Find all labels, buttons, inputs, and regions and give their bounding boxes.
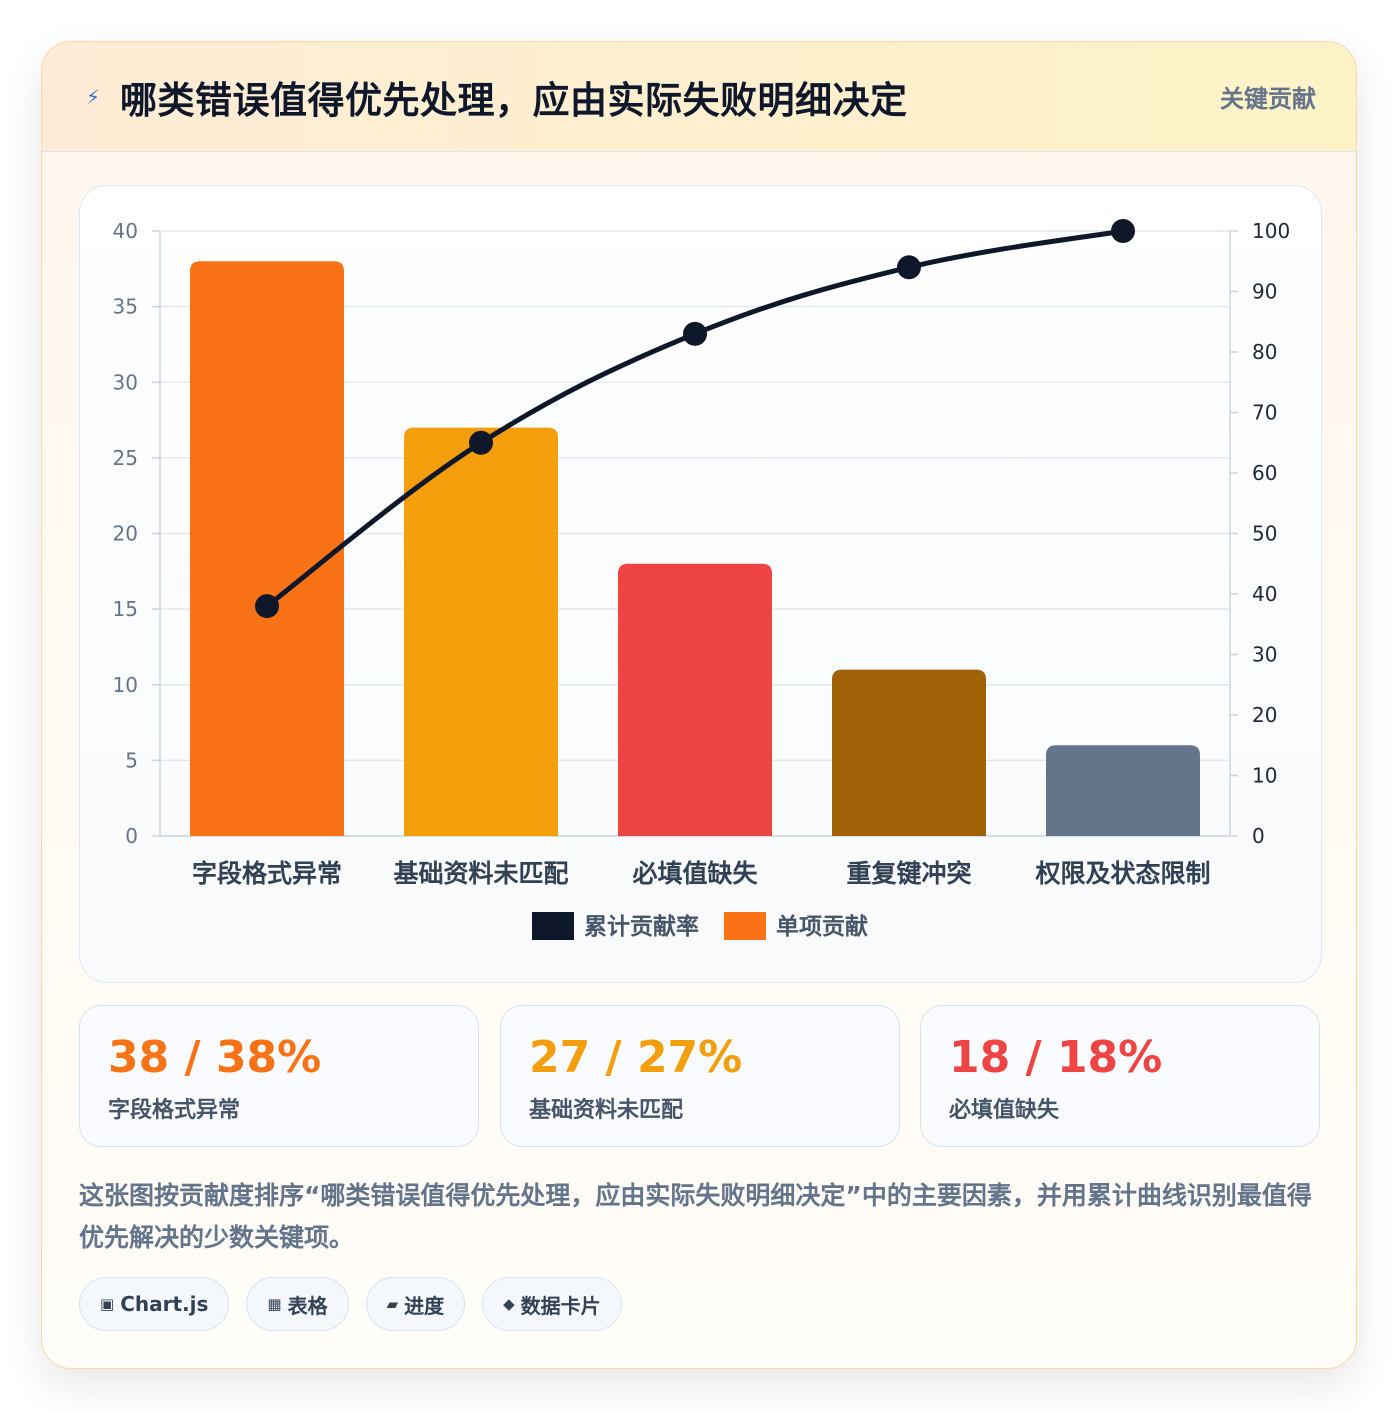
- y-left-tick-label: 30: [113, 370, 138, 394]
- bolt-icon: ⚡: [86, 84, 101, 109]
- pill-label: Chart.js: [120, 1292, 209, 1316]
- stat-value: 38 / 38%: [108, 1032, 322, 1083]
- y-right-tick-label: 100: [1252, 219, 1290, 243]
- x-category-label: 权限及状态限制: [1034, 859, 1210, 888]
- main-card: ⚡ 哪类错误值得优先处理，应由实际失败明细决定 关键贡献 0 5 10 15 20 25 3…: [41, 41, 1357, 1369]
- data-card-icon: ◆: [503, 1295, 515, 1313]
- legend-label-0: 累计贡献率: [584, 913, 699, 940]
- stat-value: 18 / 18%: [949, 1032, 1163, 1083]
- stat-label: 必填值缺失: [949, 1098, 1060, 1123]
- chart-description: 这张图按贡献度排序“哪类错误值得优先处理，应由实际失败明细决定”中的主要因素，并…: [79, 1181, 1312, 1252]
- pill-progress[interactable]: ▰ 进度: [365, 1277, 466, 1331]
- page-title: 哪类错误值得优先处理，应由实际失败明细决定: [120, 78, 908, 122]
- y-right-tick-label: 0: [1252, 824, 1265, 848]
- pill-chartjs[interactable]: ▣ Chart.js: [79, 1277, 230, 1331]
- y-right-tick-label: 30: [1252, 643, 1277, 667]
- y-left-tick-label: 20: [113, 522, 138, 546]
- stat-card-0: 38 / 38% 字段格式异常: [79, 1005, 479, 1147]
- card-header: ⚡ 哪类错误值得优先处理，应由实际失败明细决定 关键贡献: [42, 42, 1356, 152]
- stat-label: 基础资料未匹配: [529, 1098, 684, 1123]
- bar-2: [618, 563, 772, 836]
- y-right-tick-label: 20: [1252, 703, 1277, 727]
- pill-table[interactable]: ▦ 表格: [246, 1277, 349, 1331]
- y-right-tick-label: 70: [1252, 401, 1277, 425]
- stat-value: 27 / 27%: [529, 1032, 743, 1083]
- pill-label: 表格: [287, 1293, 328, 1318]
- title-wrap: ⚡ 哪类错误值得优先处理，应由实际失败明细决定: [86, 70, 908, 124]
- cumulative-point-0: [255, 594, 279, 619]
- y-left-tick-label: 10: [113, 673, 138, 697]
- y-right-tick-label: 10: [1252, 764, 1277, 788]
- y-right-tick-label: 90: [1252, 280, 1277, 304]
- pill-data-card[interactable]: ◆ 数据卡片: [482, 1277, 622, 1331]
- chart-icon: ▣: [100, 1295, 115, 1313]
- progress-icon: ▰: [386, 1295, 399, 1313]
- y-right-tick-label: 40: [1252, 582, 1277, 606]
- y-right-tick-label: 50: [1252, 522, 1277, 546]
- y-left-tick-label: 5: [125, 748, 138, 772]
- bar-0: [190, 261, 344, 836]
- legend-swatch-1: [724, 912, 766, 940]
- stat-card-1: 27 / 27% 基础资料未匹配: [500, 1005, 900, 1147]
- y-left-tick-label: 25: [113, 446, 138, 470]
- y-left-tick-label: 35: [113, 295, 138, 319]
- legend-label-1: 单项贡献: [776, 914, 868, 940]
- y-left-tick-label: 40: [113, 219, 138, 243]
- x-category-label: 必填值缺失: [632, 859, 758, 888]
- table-icon: ▦: [267, 1295, 282, 1313]
- x-category-label: 重复键冲突: [846, 859, 971, 888]
- cumulative-point-3: [897, 255, 921, 280]
- y-right-tick-label: 60: [1252, 461, 1277, 485]
- legend-swatch-0: [532, 912, 574, 940]
- header-tag: 关键贡献: [1220, 85, 1316, 113]
- cumulative-line: [265, 228, 1124, 609]
- stat-card-2: 18 / 18% 必填值缺失: [920, 1005, 1320, 1147]
- cumulative-point-4: [1111, 219, 1135, 243]
- y-left-tick-label: 15: [113, 597, 138, 621]
- bar-3: [832, 669, 986, 836]
- pill-label: 数据卡片: [520, 1293, 601, 1318]
- y-left-tick-label: 0: [125, 824, 138, 848]
- x-category-label: 字段格式异常: [192, 859, 342, 888]
- feature-pills: ▣ Chart.js ▦ 表格 ▰ 进度 ◆ 数据卡片: [79, 1277, 639, 1331]
- bar-1: [404, 427, 558, 836]
- stat-label: 字段格式异常: [108, 1098, 241, 1123]
- y-right-tick-label: 80: [1252, 340, 1277, 364]
- bar-4: [1046, 745, 1200, 836]
- cumulative-point-1: [469, 430, 493, 455]
- chart-panel: 0 5 10 15 20 25 30 35 40 0 10 20 30 40 50 60 70 80 90 100 字段…: [79, 185, 1322, 983]
- x-category-label: 基础资料未匹配: [393, 859, 568, 888]
- pareto-chart: 0 5 10 15 20 25 30 35 40 0 10 20 30 40 50 60 70 80 90 100 字段…: [113, 219, 1290, 940]
- pill-label: 进度: [404, 1293, 445, 1318]
- cumulative-point-2: [683, 321, 707, 346]
